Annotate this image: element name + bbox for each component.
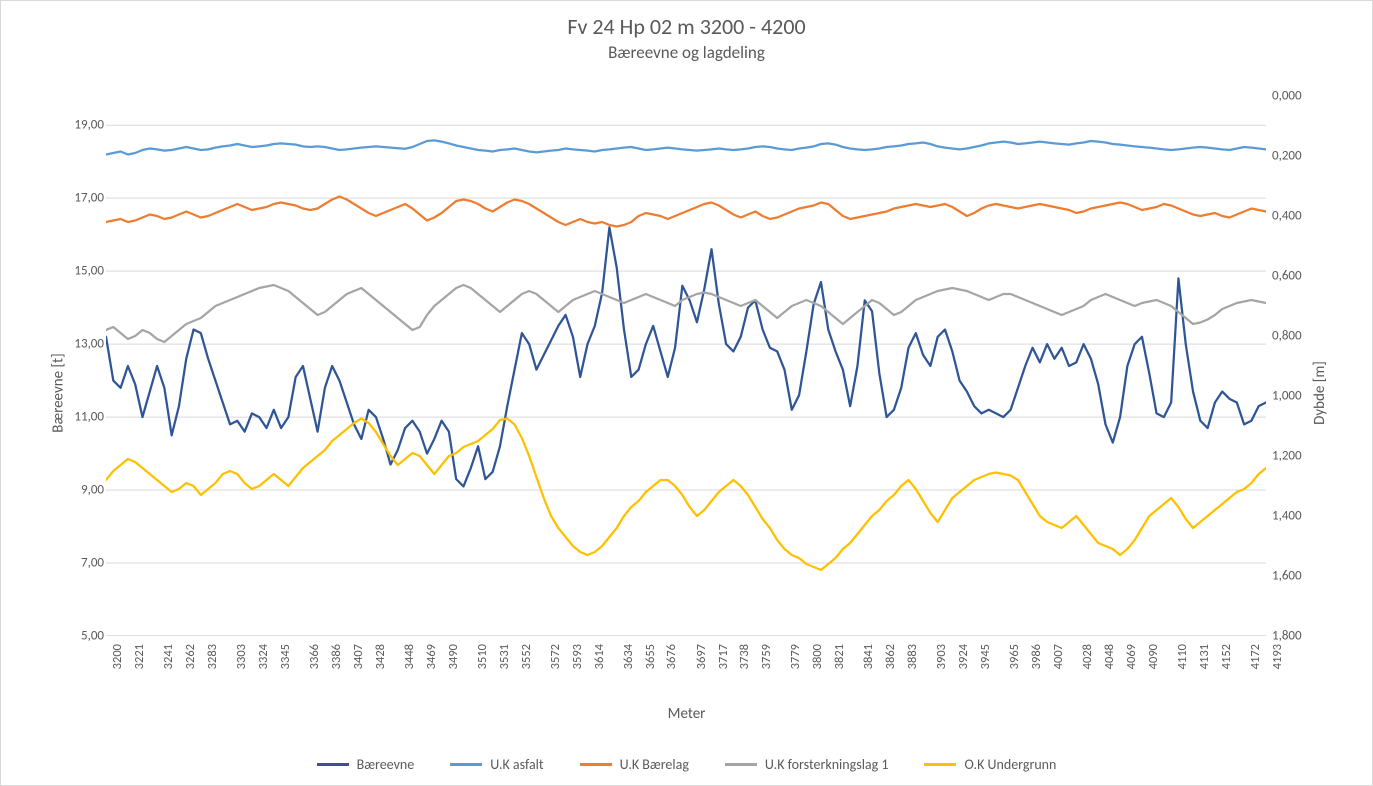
y-left-tick: 17,00	[54, 191, 104, 206]
y-axis-left: 5,007,009,0011,0013,0015,0017,0019,00	[54, 96, 104, 636]
y-left-tick: 15,00	[54, 264, 104, 279]
y-left-tick: 13,00	[54, 337, 104, 352]
legend-label: U.K asfalt	[490, 756, 543, 773]
legend-label: O.K Undergrunn	[964, 756, 1056, 773]
x-tick-label: 3221	[132, 644, 147, 669]
x-tick-label: 3303	[234, 644, 249, 669]
x-tick-label: 3386	[329, 644, 344, 669]
x-tick-label: 3986	[1029, 644, 1044, 669]
x-tick-label: 3821	[832, 644, 847, 669]
x-tick-label: 4193	[1270, 644, 1285, 669]
x-tick-label: 3469	[424, 644, 439, 669]
x-tick-label: 3717	[716, 644, 731, 669]
y-right-tick: 0,800	[1272, 329, 1322, 344]
x-tick-label: 3531	[497, 644, 512, 669]
chart-subtitle: Bæreevne og lagdeling	[1, 42, 1372, 63]
legend-label: U.K Bærelag	[620, 756, 689, 773]
x-tick-label: 3262	[183, 644, 198, 669]
y-left-tick: 11,00	[54, 410, 104, 425]
y-left-tick: 19,00	[54, 118, 104, 133]
legend-swatch	[580, 763, 612, 766]
chart-titles: Fv 24 Hp 02 m 3200 - 4200 Bæreevne og la…	[1, 1, 1372, 63]
x-tick-label: 3490	[446, 644, 461, 669]
y-left-tick: 5,00	[54, 629, 104, 644]
x-tick-label: 4172	[1248, 644, 1263, 669]
x-tick-label: 3862	[883, 644, 898, 669]
x-tick-label: 3655	[643, 644, 658, 669]
y-left-tick: 7,00	[54, 556, 104, 571]
x-tick-label: 3407	[351, 644, 366, 669]
x-tick-label: 3883	[905, 644, 920, 669]
x-tick-label: 3200	[110, 644, 125, 669]
x-tick-label: 4028	[1080, 644, 1095, 669]
x-tick-label: 3634	[621, 644, 636, 669]
legend-item: U.K Bærelag	[580, 756, 689, 773]
x-tick-label: 3965	[1007, 644, 1022, 669]
x-tick-label: 3572	[548, 644, 563, 669]
x-tick-label: 3428	[373, 644, 388, 669]
legend-swatch	[725, 763, 757, 766]
x-tick-label: 3800	[810, 644, 825, 669]
x-tick-label: 3676	[664, 644, 679, 669]
x-tick-label: 3552	[519, 644, 534, 669]
x-tick-label: 3924	[956, 644, 971, 669]
legend-swatch	[450, 763, 482, 766]
x-axis-label: Meter	[668, 705, 706, 723]
x-tick-label: 3614	[592, 644, 607, 669]
x-axis: 3200 3221 3241 3262 3283 3303 3324 3345 3366 3386…	[106, 638, 1266, 694]
plot-svg	[106, 96, 1266, 636]
x-tick-label: 3903	[934, 644, 949, 669]
legend-item: O.K Undergrunn	[924, 756, 1056, 773]
x-tick-label: 4152	[1219, 644, 1234, 669]
y-right-tick: 1,000	[1272, 389, 1322, 404]
legend: Bæreevne U.K asfalt U.K Bærelag U.K forster…	[1, 756, 1372, 773]
y-right-tick: 1,800	[1272, 629, 1322, 644]
legend-item: U.K asfalt	[450, 756, 543, 773]
chart-title: Fv 24 Hp 02 m 3200 - 4200	[1, 13, 1372, 40]
legend-item: Bæreevne	[317, 756, 415, 773]
legend-label: Bæreevne	[357, 756, 415, 773]
x-tick-label: 3945	[978, 644, 993, 669]
x-tick-label: 3759	[759, 644, 774, 669]
x-tick-label: 3779	[788, 644, 803, 669]
legend-item: U.K forsterkningslag 1	[725, 756, 889, 773]
x-tick-label: 3345	[278, 644, 293, 669]
x-tick-label: 3283	[205, 644, 220, 669]
x-tick-label: 3448	[402, 644, 417, 669]
x-tick-label: 3510	[475, 644, 490, 669]
x-tick-label: 4131	[1197, 644, 1212, 669]
legend-swatch	[317, 763, 349, 766]
x-tick-label: 4048	[1102, 644, 1117, 669]
x-tick-label: 3593	[570, 644, 585, 669]
y-right-tick: 1,200	[1272, 449, 1322, 464]
x-tick-label: 3841	[861, 644, 876, 669]
x-tick-label: 3738	[737, 644, 752, 669]
y-right-tick: 0,200	[1272, 149, 1322, 164]
legend-label: U.K forsterkningslag 1	[765, 756, 889, 773]
x-tick-label: 3697	[694, 644, 709, 669]
y-right-tick: 1,600	[1272, 569, 1322, 584]
x-tick-label: 3241	[161, 644, 176, 669]
x-tick-label: 4090	[1146, 644, 1161, 669]
y-axis-right: 0,0000,2000,4000,6000,8001,0001,2001,400…	[1268, 96, 1322, 636]
x-tick-label: 4069	[1124, 644, 1139, 669]
x-tick-label: 3366	[307, 644, 322, 669]
y-right-tick: 0,600	[1272, 269, 1322, 284]
legend-swatch	[924, 763, 956, 766]
y-right-tick: 0,400	[1272, 209, 1322, 224]
plot-area: 5,007,009,0011,0013,0015,0017,0019,00 0,…	[106, 96, 1266, 636]
y-right-tick: 0,000	[1272, 89, 1322, 104]
x-tick-label: 4110	[1175, 644, 1190, 669]
x-tick-label: 4007	[1051, 644, 1066, 669]
y-left-tick: 9,00	[54, 483, 104, 498]
x-tick-label: 3324	[256, 644, 271, 669]
chart-container: Fv 24 Hp 02 m 3200 - 4200 Bæreevne og la…	[0, 0, 1373, 786]
y-right-tick: 1,400	[1272, 509, 1322, 524]
